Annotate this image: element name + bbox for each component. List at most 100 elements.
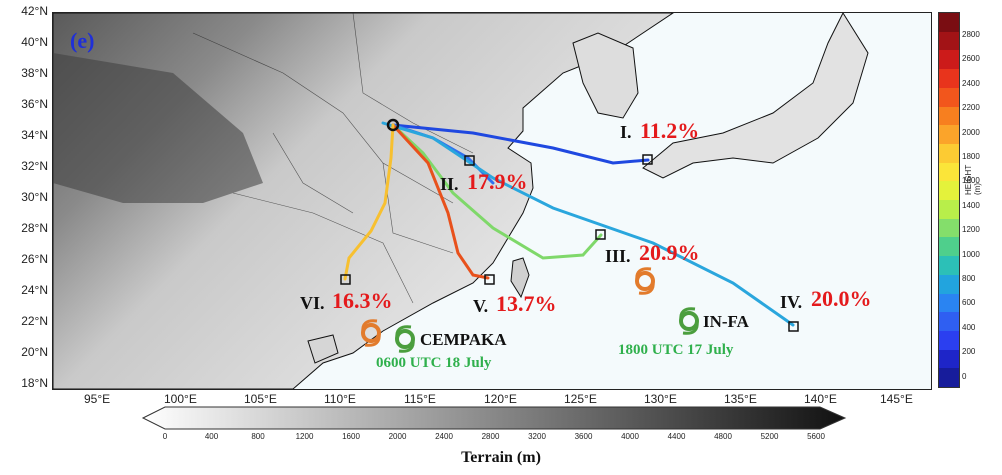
- storm-time-infa: 1800 UTC 17 July: [618, 342, 734, 358]
- hainan: [307, 334, 339, 364]
- panel-label: (e): [70, 28, 95, 53]
- lon-label: 110°E: [324, 392, 356, 406]
- lat-label: 22°N: [21, 314, 48, 328]
- height-colorbar-tick: 2000: [962, 127, 980, 137]
- terrain-colorbar-tick: 1200: [295, 432, 314, 441]
- trajectory-III: [391, 123, 603, 260]
- plateau: [53, 53, 263, 203]
- origin-marker: [386, 118, 400, 132]
- trajectory-VI: [343, 123, 395, 281]
- endpoint-markers: [340, 118, 799, 332]
- height-colorbar-tick: 2600: [962, 54, 980, 64]
- storm-name-infa: IN-FA: [703, 312, 749, 331]
- map-svg: [53, 13, 931, 389]
- japan: [642, 13, 869, 179]
- terrain-colorbar-tick: 800: [251, 432, 265, 441]
- lon-label: 100°E: [164, 392, 197, 406]
- height-colorbar-tick: 1800: [962, 152, 980, 161]
- marker-V: [484, 274, 495, 285]
- terrain-colorbar-tick: 5600: [807, 432, 825, 441]
- height-colorbar-swatch: [939, 200, 959, 220]
- height-colorbar-swatch: [939, 330, 959, 351]
- trajectory-label-IV-roman: IV.: [780, 292, 803, 312]
- lon-label: 145°E: [880, 392, 913, 406]
- height-colorbar-swatch: [939, 312, 959, 332]
- marker-VI: [340, 274, 351, 285]
- height-colorbar-swatch: [939, 218, 959, 238]
- trajectory-lines: [343, 121, 795, 327]
- height-colorbar-tick: 0: [962, 371, 967, 381]
- trajectory-label-III-percent: 20.9%: [639, 240, 700, 265]
- lat-label: 30°N: [21, 190, 48, 204]
- height-colorbar-tick: 2400: [962, 78, 980, 88]
- height-colorbar-tick: 800: [962, 274, 976, 283]
- height-colorbar-tick: 1400: [962, 200, 980, 210]
- korea: [572, 32, 639, 119]
- marker-I: [642, 154, 653, 165]
- lat-label: 40°N: [21, 35, 48, 49]
- lat-label: 36°N: [21, 97, 48, 111]
- lat-label: 24°N: [21, 283, 48, 297]
- trajectory-label-II-roman: II.: [440, 174, 459, 194]
- storm-time-cempaka: 0600 UTC 18 July: [376, 355, 492, 371]
- trajectory-label-III-roman: III.: [605, 246, 631, 266]
- marker-III: [595, 229, 606, 240]
- height-colorbar-swatch: [939, 349, 959, 369]
- lon-label: 140°E: [804, 392, 837, 406]
- height-colorbar-swatch: [939, 69, 959, 89]
- height-colorbar-swatch: [939, 143, 959, 164]
- height-colorbar-swatch: [939, 87, 959, 107]
- terrain-colorbar-tick: 5200: [760, 432, 779, 441]
- height-colorbar-swatch: [939, 162, 959, 182]
- terrain-colorbar-tick: 2400: [435, 432, 453, 441]
- lon-label: 120°E: [484, 392, 517, 406]
- typhoon-icon-green: [679, 307, 699, 335]
- terrain-colorbar-tick: 2800: [481, 432, 500, 441]
- height-colorbar-tick: 2200: [962, 103, 980, 113]
- storm-name-cempaka: CEMPAKA: [420, 330, 507, 349]
- terrain-colorbar-tick: 0: [162, 432, 168, 441]
- height-colorbar-tick: 1000: [962, 249, 980, 259]
- terrain-colorbar: [141, 406, 847, 430]
- lat-label: 18°N: [21, 376, 48, 390]
- height-colorbar-tick: 1200: [962, 225, 980, 235]
- terrain-colorbar-tick: 4400: [667, 432, 686, 441]
- terrain-colorbar-tick: 4800: [714, 432, 732, 441]
- typhoon-icon-orange-2: [361, 319, 381, 347]
- trajectory-label-II-percent: 17.9%: [467, 169, 528, 194]
- lat-label: 34°N: [21, 128, 48, 142]
- typhoon-icon-green-2: [395, 325, 415, 353]
- lat-label: 26°N: [21, 252, 48, 266]
- trajectory-label-VI-percent: 16.3%: [332, 288, 393, 313]
- trajectory-label-V-roman: V.: [473, 296, 489, 316]
- lat-label: 28°N: [21, 221, 48, 235]
- province-borders: [192, 13, 474, 304]
- height-colorbar-swatch: [939, 368, 959, 388]
- height-colorbar-tick: 600: [962, 298, 976, 308]
- trajectory-V: [391, 123, 490, 280]
- terrain-colorbar-tick: 3600: [574, 432, 593, 441]
- lon-label: 130°E: [644, 392, 677, 406]
- lon-label: 115°E: [404, 392, 436, 406]
- typhoon-icon-orange: [635, 267, 655, 295]
- trajectory-label-I-roman: I.: [620, 122, 632, 142]
- taiwan: [510, 257, 530, 299]
- height-colorbar-swatch: [939, 31, 959, 51]
- trajectory-label-IV-percent: 20.0%: [811, 286, 872, 311]
- marker-IV: [788, 321, 799, 332]
- height-colorbar-swatch: [939, 181, 959, 201]
- lon-label: 135°E: [724, 392, 757, 406]
- height-colorbar-tick: 400: [962, 322, 976, 332]
- height-colorbar-tick: 1600: [962, 176, 980, 186]
- trajectory-label-VI-roman: VI.: [300, 293, 325, 313]
- typhoon-icons: [361, 267, 699, 353]
- height-colorbar-swatch: [939, 274, 959, 294]
- lon-label: 105°E: [244, 392, 277, 406]
- height-colorbar-swatch: [939, 237, 959, 257]
- height-colorbar-swatch: [939, 106, 959, 126]
- marker-II: [464, 155, 475, 166]
- height-colorbar-tick: 2800: [962, 30, 980, 39]
- height-colorbar: [938, 12, 960, 388]
- lat-label: 32°N: [21, 159, 48, 173]
- height-colorbar-swatch: [939, 125, 959, 145]
